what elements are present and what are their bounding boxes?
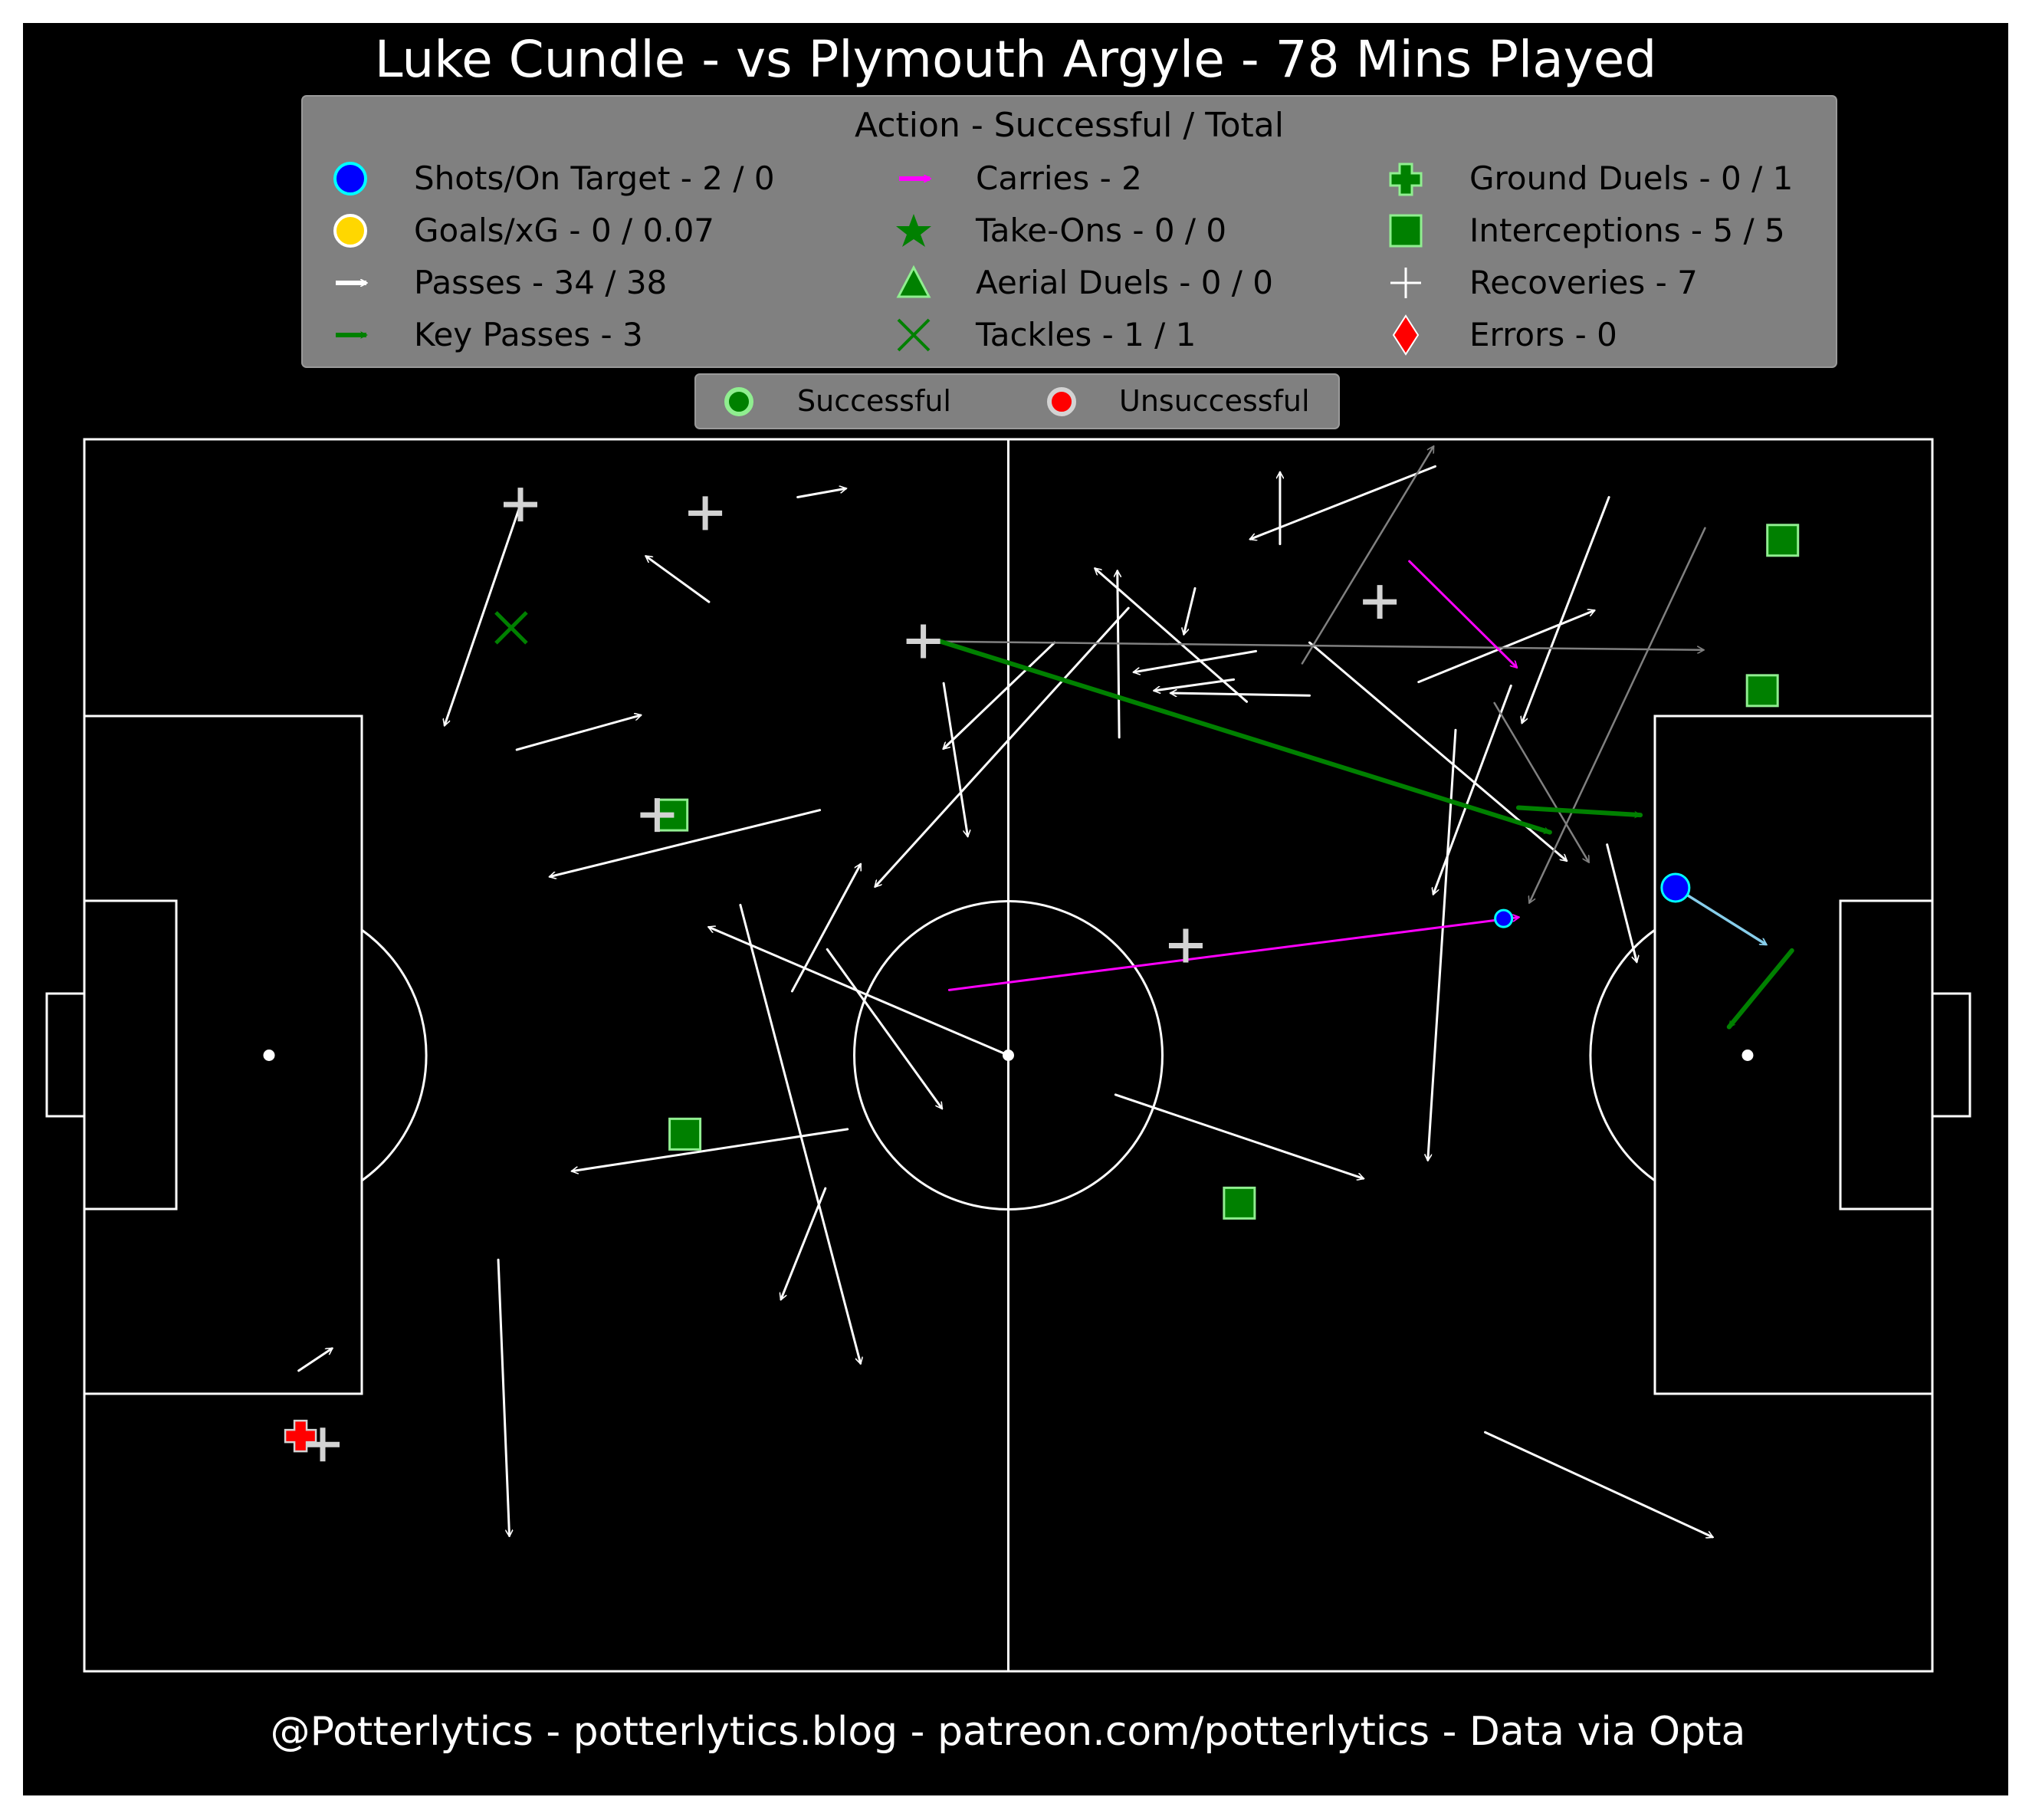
legend-item-aerial-duels: Aerial Duels - 0 / 0 — [976, 264, 1273, 301]
shot-marker — [1494, 908, 1514, 928]
key-pass-arrow — [1726, 948, 1794, 1030]
recovery-marker — [688, 496, 723, 531]
ground-duel-marker — [284, 1419, 317, 1453]
carries-layer — [947, 560, 1518, 991]
key-passes-layer — [937, 639, 1794, 1030]
pass-arrow — [445, 503, 522, 725]
status-successful-label: Successful — [797, 384, 951, 418]
legend-item-recoveries: Recoveries - 7 — [1469, 264, 1698, 301]
pass-arrow — [1118, 571, 1119, 739]
legend: Action - Successful / Total Shots/On Tar… — [301, 95, 1837, 368]
footer-credits: @Potterlytics - potterlytics.blog - patr… — [271, 1709, 1746, 1755]
pass-arrow — [1171, 693, 1311, 695]
legend-item-interceptions: Interceptions - 5 / 5 — [1469, 212, 1785, 249]
center-circle — [853, 900, 1164, 1211]
legend-box — [301, 95, 1837, 368]
carry-arrow — [947, 918, 1518, 991]
pass-arrow — [646, 557, 711, 603]
pass-arrow — [1484, 1431, 1713, 1537]
markers-layer — [284, 488, 1800, 1462]
star-icon — [896, 214, 931, 247]
pass-arrow — [781, 1187, 827, 1299]
key-pass-arrow — [937, 639, 1552, 835]
pass-arrow — [515, 715, 641, 751]
legend-item-key-passes: Key Passes - 3 — [414, 316, 643, 353]
carry-arrow — [1408, 560, 1517, 667]
shot-marker — [1660, 872, 1691, 903]
pass-arrow — [1184, 586, 1197, 633]
pass-arrow — [709, 927, 1009, 1056]
diamond-icon — [1392, 314, 1420, 356]
interception-marker — [1223, 1186, 1256, 1220]
unsuccessful-passes-layer — [924, 447, 1706, 903]
legend-item-passes: Passes - 34 / 38 — [414, 264, 667, 301]
pass-arrow — [550, 809, 822, 877]
shot-circle-icon — [333, 162, 367, 195]
status-unsuccessful-label: Unsuccessful — [1119, 384, 1310, 418]
recovery-marker — [1168, 928, 1203, 963]
left-penalty-arc — [361, 928, 428, 1182]
recovery-marker — [503, 488, 537, 522]
unsuccessful-pass-arrow — [1529, 527, 1706, 903]
pass-arrow — [1114, 1093, 1363, 1178]
interception-marker — [1745, 674, 1779, 708]
unsuccessful-pass-arrow — [1493, 701, 1589, 862]
pass-arrow — [944, 641, 1056, 748]
thin-plus-icon — [1390, 268, 1421, 298]
x-cross-icon — [897, 318, 931, 352]
legend-item-goals: Goals/xG - 0 / 0.07 — [414, 212, 714, 249]
legend-title: Action - Successful / Total — [855, 106, 1284, 145]
interception-marker — [1766, 524, 1800, 557]
plus-icon — [1389, 163, 1423, 196]
pass-arrow — [1134, 649, 1258, 672]
legend-item-ground-duels: Ground Duels - 0 / 1 — [1469, 159, 1793, 197]
recovery-marker — [1363, 585, 1397, 619]
pass-arrow — [297, 1347, 332, 1372]
pass-arrow — [796, 488, 846, 499]
unsuccessful-pass-arrow — [924, 640, 1703, 650]
legend-item-errors: Errors - 0 — [1469, 316, 1617, 353]
tackle-marker — [494, 611, 528, 645]
square-icon — [1389, 214, 1423, 248]
legend-item-take-ons: Take-Ons - 0 / 0 — [975, 212, 1226, 249]
pass-arrow — [1522, 496, 1610, 723]
unsuccessful-pass-arrow — [1301, 447, 1433, 665]
recovery-marker — [640, 798, 675, 833]
triangle-icon — [896, 264, 931, 298]
recovery-marker — [306, 1427, 340, 1462]
pass-arrow — [497, 1258, 509, 1536]
pass-arrow — [739, 903, 861, 1363]
pass-arrow — [942, 682, 967, 836]
chart-title: Luke Cundle - vs Plymouth Argyle - 78 Mi… — [375, 30, 1656, 89]
pass-arrow — [826, 948, 941, 1108]
legend-item-tackles: Tackles - 1 / 1 — [975, 316, 1196, 353]
right-goal — [1931, 992, 1971, 1118]
successful-marker-icon — [724, 387, 753, 416]
pass-arrow — [1433, 684, 1512, 894]
shot-trajectory-arrow — [1674, 886, 1766, 944]
pass-arrow — [1250, 465, 1436, 539]
pass-arrow — [1154, 678, 1236, 690]
right-penalty-spot — [1741, 1050, 1754, 1061]
pass-arrow — [1606, 843, 1637, 962]
right-penalty-arc — [1589, 928, 1656, 1182]
pass-arrow — [875, 606, 1130, 886]
goal-circle-icon — [333, 214, 367, 248]
key-pass-arrow — [1515, 805, 1643, 819]
pass-arrow — [1417, 610, 1594, 684]
pass-arrow — [573, 1128, 849, 1171]
status-legend: Successful Unsuccessful — [694, 373, 1340, 429]
status-legend-box — [694, 373, 1340, 429]
interception-marker — [668, 1117, 702, 1151]
left-goal — [45, 992, 86, 1118]
left-penalty-spot — [263, 1050, 275, 1061]
legend-item-shots: Shots/On Target - 2 / 0 — [414, 159, 775, 197]
unsuccessful-marker-icon — [1047, 387, 1076, 416]
legend-item-carries: Carries - 2 — [976, 159, 1142, 197]
pass-arrow — [790, 864, 862, 993]
pass-arrow — [1095, 569, 1249, 703]
recovery-marker — [906, 624, 940, 659]
